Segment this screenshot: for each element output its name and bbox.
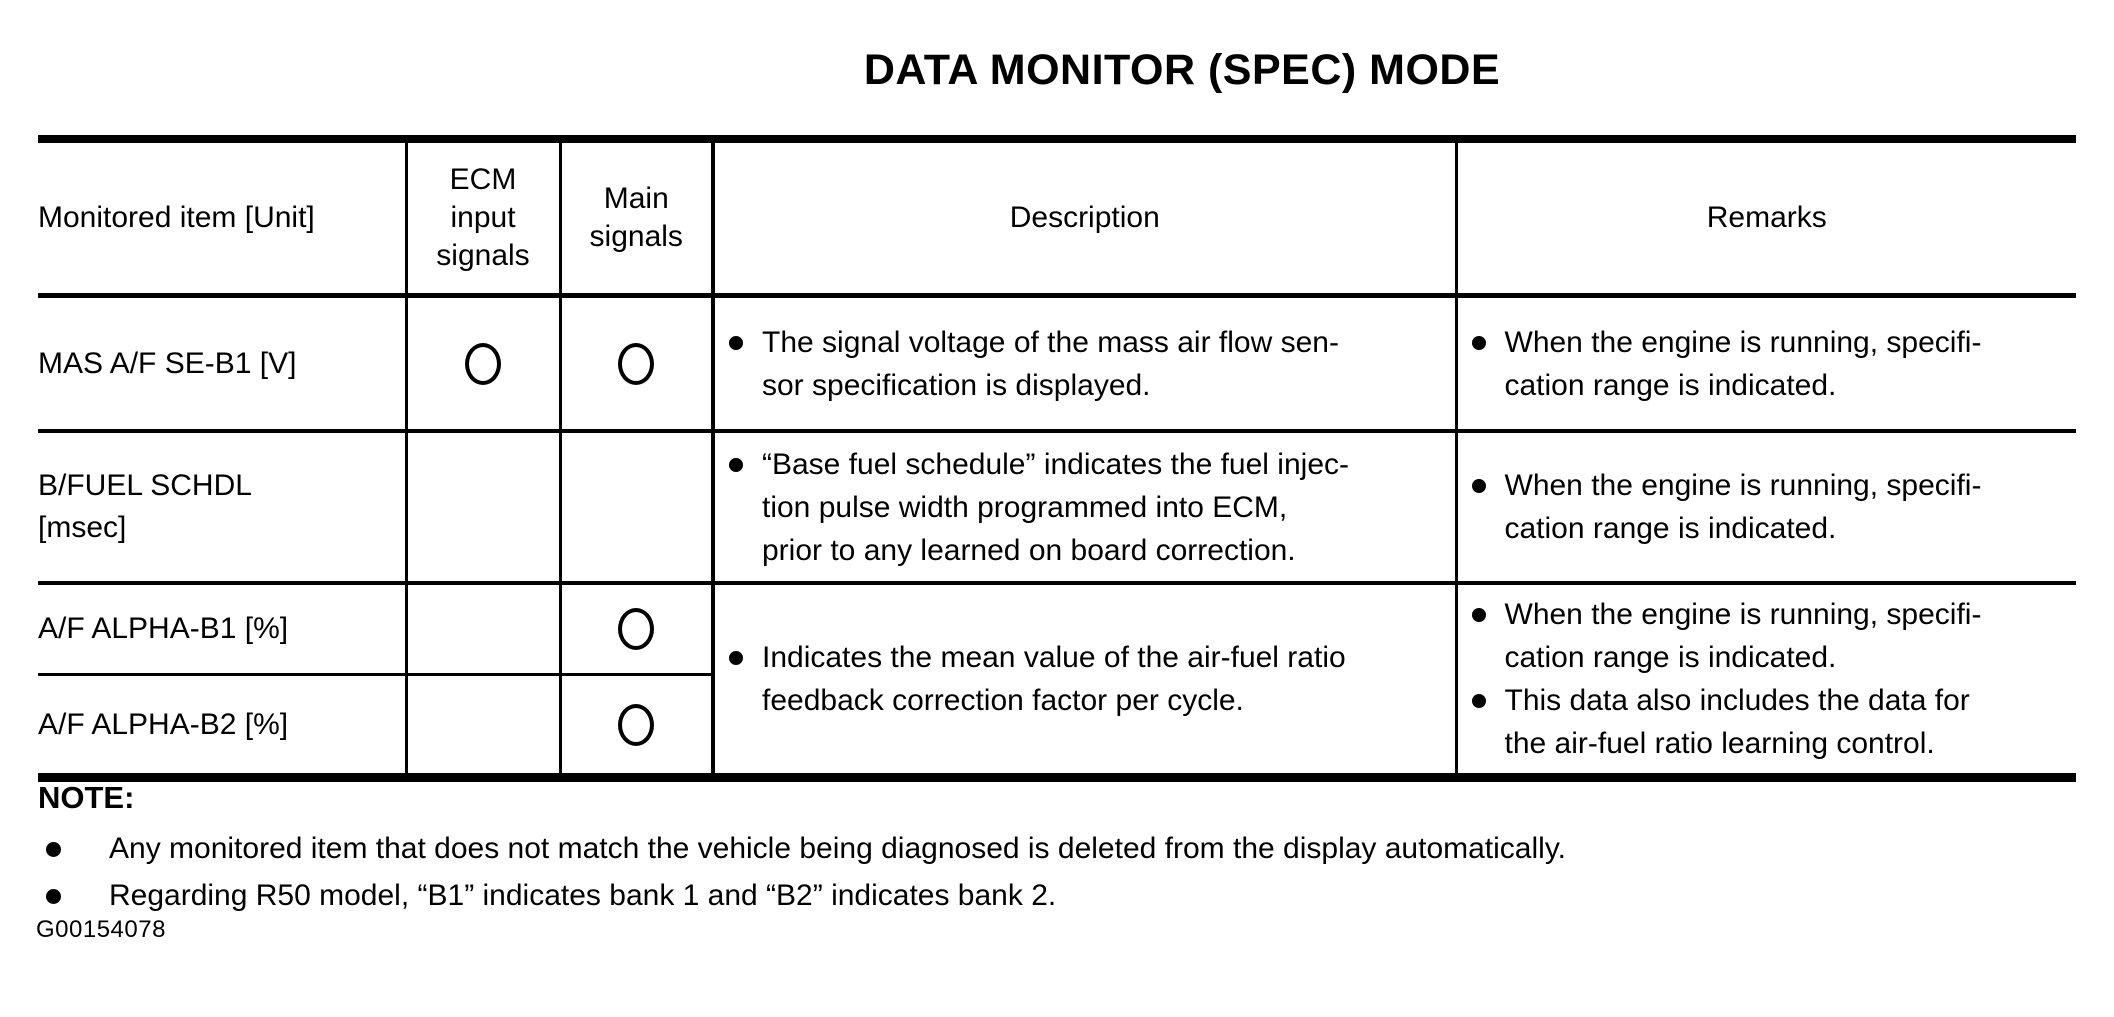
figure-code: G00154078 bbox=[36, 916, 166, 943]
remarks-bullet: When the engine is running, specifi- cat… bbox=[1471, 321, 2061, 407]
description-cell: The signal voltage of the mass air flow … bbox=[713, 295, 1458, 433]
description-text: Indicates the mean value of the air-fuel… bbox=[762, 641, 1346, 717]
ecm-input-signal-cell bbox=[406, 295, 562, 433]
bullet-icon bbox=[1471, 335, 1486, 350]
remarks-bullet: When the engine is running, specifi- cat… bbox=[1471, 593, 2061, 679]
monitored-item-cell: A/F ALPHA-B1 [%] bbox=[38, 583, 408, 677]
monitored-item-cell: MAS A/F SE-B1 [V] bbox=[38, 295, 408, 433]
circle-icon bbox=[618, 342, 655, 385]
remarks-bullet: When the engine is running, specifi- cat… bbox=[1471, 464, 2061, 550]
main-signal-cell bbox=[560, 583, 715, 677]
bullet-icon bbox=[46, 842, 61, 857]
description-bullet: The signal voltage of the mass air flow … bbox=[729, 321, 1439, 407]
remarks-cell: When the engine is running, specifi- cat… bbox=[1456, 431, 2076, 585]
bullet-icon bbox=[729, 457, 743, 472]
header-remarks: Remarks bbox=[1456, 139, 2076, 298]
main-signal-cell bbox=[560, 295, 715, 433]
note-text: Any monitored item that does not match t… bbox=[109, 832, 1566, 865]
bullet-icon bbox=[729, 335, 743, 350]
note-label: NOTE: bbox=[38, 780, 135, 815]
remarks-bullet: This data also includes the data for the… bbox=[1471, 679, 2061, 765]
remarks-text: When the engine is running, specifi- cat… bbox=[1504, 469, 1982, 545]
main-signal-cell bbox=[560, 674, 715, 778]
bullet-icon bbox=[46, 889, 61, 904]
circle-icon bbox=[618, 703, 655, 746]
monitored-item-cell: B/FUEL SCHDL [msec] bbox=[38, 431, 408, 585]
note-item: Any monitored item that does not match t… bbox=[46, 829, 1566, 869]
table-row-bfuel-schdl: B/FUEL SCHDL [msec] “Base fuel schedule”… bbox=[38, 431, 2076, 585]
description-text: “Base fuel schedule” indicates the fuel … bbox=[762, 447, 1349, 567]
remarks-text: This data also includes the data for the… bbox=[1504, 684, 1970, 760]
data-monitor-table: Monitored item [Unit] ECM input signals … bbox=[38, 135, 2076, 782]
bullet-icon bbox=[729, 651, 743, 665]
ecm-input-signal-cell bbox=[406, 431, 562, 585]
bullet-icon bbox=[1471, 608, 1486, 622]
header-monitored-item: Monitored item [Unit] bbox=[38, 139, 408, 298]
description-bullet: “Base fuel schedule” indicates the fuel … bbox=[729, 443, 1439, 572]
note-item: Regarding R50 model, “B1” indicates bank… bbox=[46, 876, 1056, 916]
description-cell-merged: Indicates the mean value of the air-fuel… bbox=[713, 583, 1458, 778]
table-row-af-alpha-b2: A/F ALPHA-B2 [%] bbox=[38, 674, 2076, 778]
page-title: DATA MONITOR (SPEC) MODE bbox=[863, 46, 1501, 94]
header-ecm-input-signals: ECM input signals bbox=[406, 139, 562, 298]
table-header-row: Monitored item [Unit] ECM input signals … bbox=[38, 139, 2076, 298]
table-row-af-alpha-b1: A/F ALPHA-B1 [%] Indicates the mean valu… bbox=[38, 583, 2076, 778]
monitored-item-cell: A/F ALPHA-B2 [%] bbox=[38, 674, 408, 778]
note-text: Regarding R50 model, “B1” indicates bank… bbox=[109, 879, 1057, 912]
description-bullet: Indicates the mean value of the air-fuel… bbox=[729, 636, 1439, 722]
main-signal-cell bbox=[560, 431, 715, 585]
ecm-input-signal-cell bbox=[406, 674, 562, 778]
header-description: Description bbox=[713, 139, 1458, 298]
description-text: The signal voltage of the mass air flow … bbox=[762, 325, 1339, 402]
table-row-mas-af-se-b1: MAS A/F SE-B1 [V] The signal voltage of … bbox=[38, 295, 2076, 433]
remarks-cell: When the engine is running, specifi- cat… bbox=[1456, 295, 2076, 433]
header-main-signals: Main signals bbox=[560, 139, 715, 298]
remarks-cell-merged: When the engine is running, specifi- cat… bbox=[1456, 583, 2076, 778]
remarks-text: When the engine is running, specifi- cat… bbox=[1504, 325, 1982, 402]
ecm-input-signal-cell bbox=[406, 583, 562, 677]
remarks-text: When the engine is running, specifi- cat… bbox=[1504, 598, 1982, 674]
bullet-icon bbox=[1471, 479, 1486, 493]
bullet-icon bbox=[1471, 694, 1486, 708]
description-cell: “Base fuel schedule” indicates the fuel … bbox=[713, 431, 1458, 585]
circle-icon bbox=[618, 608, 655, 651]
circle-icon bbox=[465, 342, 501, 385]
